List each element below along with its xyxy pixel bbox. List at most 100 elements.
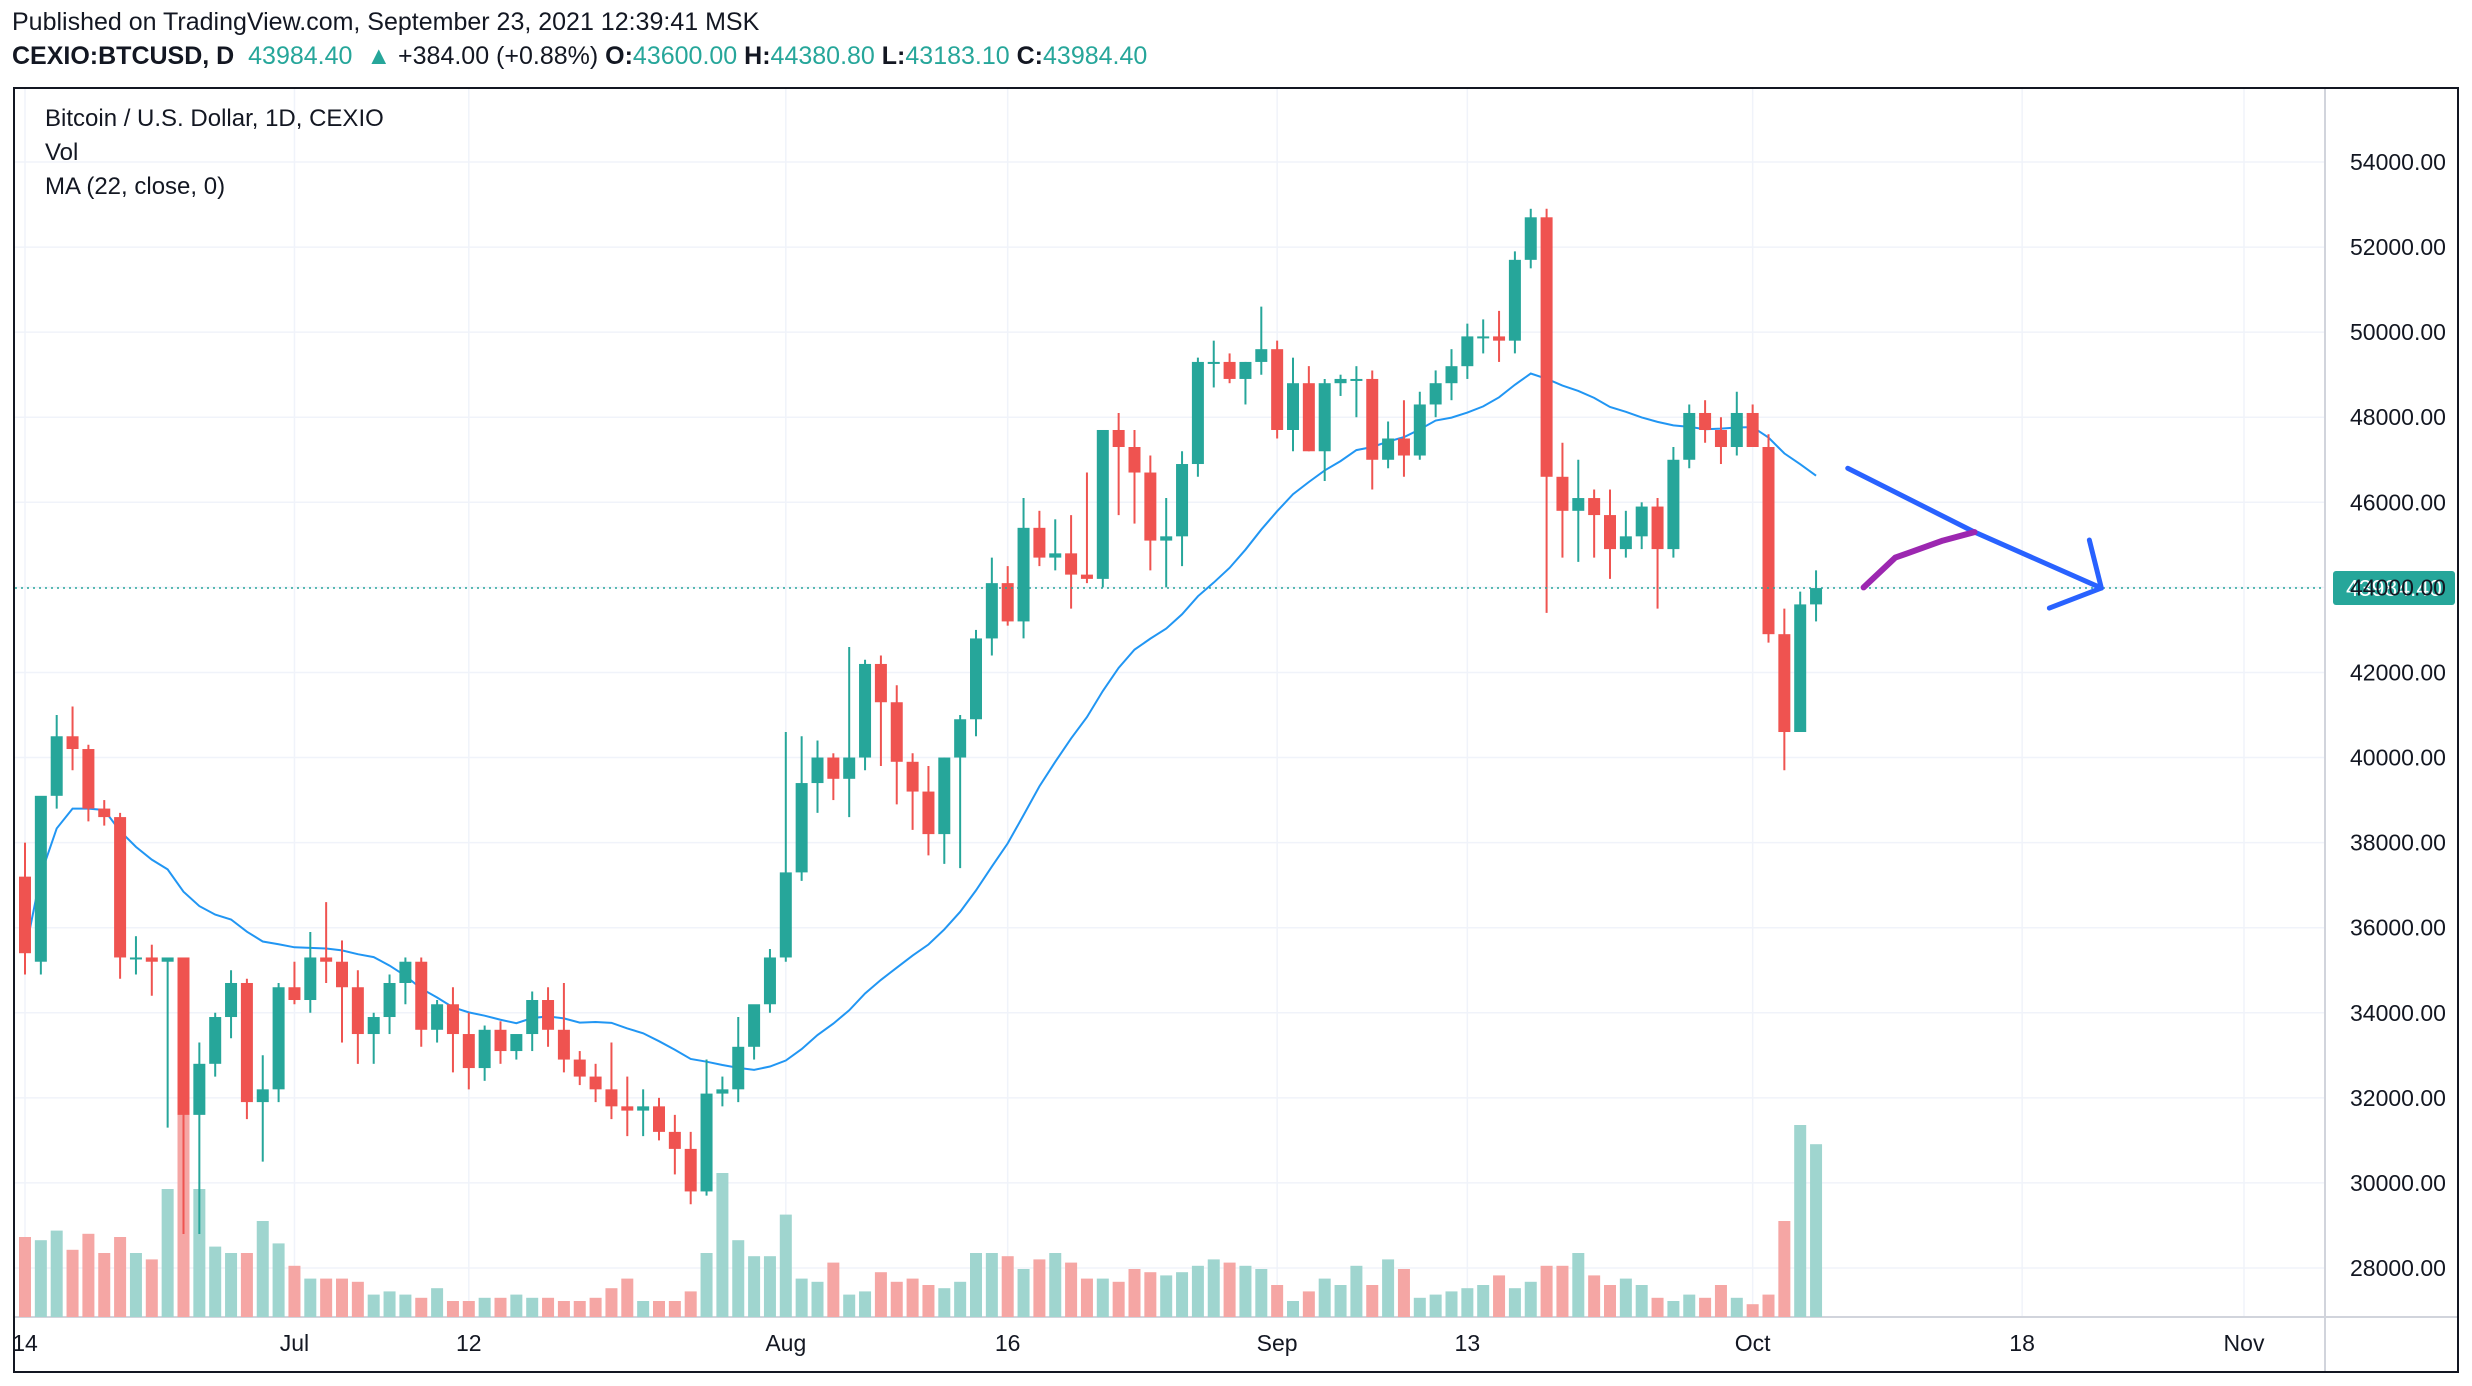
volume-bar [304,1278,317,1317]
volume-bar [320,1278,333,1317]
candle-body [1223,361,1236,379]
candle-body [336,961,348,988]
purple-path [1860,529,1978,591]
candle-body [542,1000,555,1030]
candle-body [890,702,903,762]
candle-body [1588,498,1601,516]
volume-bar [1350,1265,1363,1317]
candle-body [462,1034,475,1069]
volume-bar [1604,1285,1616,1317]
candle-body [193,1063,206,1115]
volume-bar [605,1288,618,1317]
chart-canvas[interactable]: 43984.40 54000.00 52000.00 50000.00 48000.00… [15,89,2457,1371]
volume-bar [1397,1269,1410,1317]
candle-body [415,961,428,1030]
volume-bar [510,1294,523,1317]
time-tick-label: Oct [1735,1330,1771,1356]
volume-bar [1810,1144,1823,1317]
quote-bar: CEXIO:BTCUSD, D 43984.40 ▲ +384.00 (+0.8… [12,42,1147,71]
volume-bar [1033,1259,1046,1317]
time-tick-label: Nov [2224,1330,2265,1356]
volume-bar [938,1288,951,1317]
volume-bar [1334,1285,1347,1317]
candle-body [1746,412,1759,448]
volume-bar [526,1297,539,1317]
volume-bar [1762,1294,1775,1317]
volume-bar [288,1265,301,1317]
volume-bar [779,1214,792,1317]
volume-bar [336,1278,348,1317]
candle-body [114,817,127,958]
volume-bar [225,1253,238,1317]
volume-bar [668,1301,681,1317]
volume-bar [193,1189,206,1317]
legend-vol: Vol [45,139,79,166]
volume-bar [383,1291,396,1317]
volume-bar [684,1291,697,1317]
candle-body [621,1106,634,1111]
candle-body [1714,429,1727,448]
candle-body [1683,412,1696,460]
volume-bar [1493,1275,1506,1317]
candle-body [1540,217,1553,477]
candle-body [82,749,95,809]
price-tick-label: 42000.00 [2350,659,2446,685]
candle-body [50,736,63,796]
last-price: 43984.40 [248,42,353,70]
candle-body [510,1034,523,1052]
candle-body [304,957,317,1001]
symbol: CEXIO:BTCUSD, D [12,42,235,70]
volume-bar [66,1249,79,1317]
arrow-head [2046,537,2104,611]
candle-body [1699,412,1712,430]
candle-body [653,1106,665,1132]
candle-body [732,1046,745,1090]
candle-body [478,1029,491,1069]
volume-bar [1794,1125,1807,1317]
volume-bar [954,1281,967,1317]
candle-body [1604,515,1616,550]
volume-bar [795,1278,808,1317]
candle-body [1778,634,1791,733]
volume-bar [1667,1301,1680,1317]
volume-bar [1144,1272,1157,1317]
candle-body [605,1089,618,1107]
candle-body [1635,506,1648,537]
candle-body [557,1029,570,1060]
volume-bar [1287,1301,1299,1317]
candle-body [1001,583,1014,622]
price-tick-label: 50000.00 [2350,319,2446,345]
volume-bar [462,1301,475,1317]
volume-bar [906,1278,919,1317]
candle-body [843,757,856,779]
volume-bar [1445,1291,1458,1317]
candle-body [19,876,31,954]
candle-body [288,987,301,1001]
candle-body [272,987,285,1090]
volume-bar [732,1240,745,1317]
price-tick-label: 54000.00 [2350,149,2446,175]
candle-body [1810,588,1823,605]
candle-body [351,987,364,1035]
candle-body [1255,349,1268,362]
ma-line [24,372,1817,1071]
candle-body [1572,498,1585,511]
volume-bar [1065,1262,1078,1317]
high-label: H: [744,42,771,70]
candle-body [1096,429,1109,579]
volume-bar [1778,1221,1791,1317]
candle-body [1287,383,1299,430]
volume-bar [1746,1304,1759,1317]
candle-body [225,982,238,1018]
candle-body [748,1004,761,1047]
volume-bar [1017,1269,1030,1317]
price-tick-label: 32000.00 [2350,1085,2446,1111]
candle-body [1033,527,1046,558]
price-tick-label: 46000.00 [2350,489,2446,515]
chart-frame[interactable]: 43984.40 54000.00 52000.00 50000.00 48000.00… [13,87,2459,1373]
candle-body [1160,536,1173,541]
close-value: 43984.40 [1043,42,1148,70]
candle-body [526,1000,539,1035]
volume-bar [1302,1291,1315,1317]
volume-bar [922,1285,935,1317]
